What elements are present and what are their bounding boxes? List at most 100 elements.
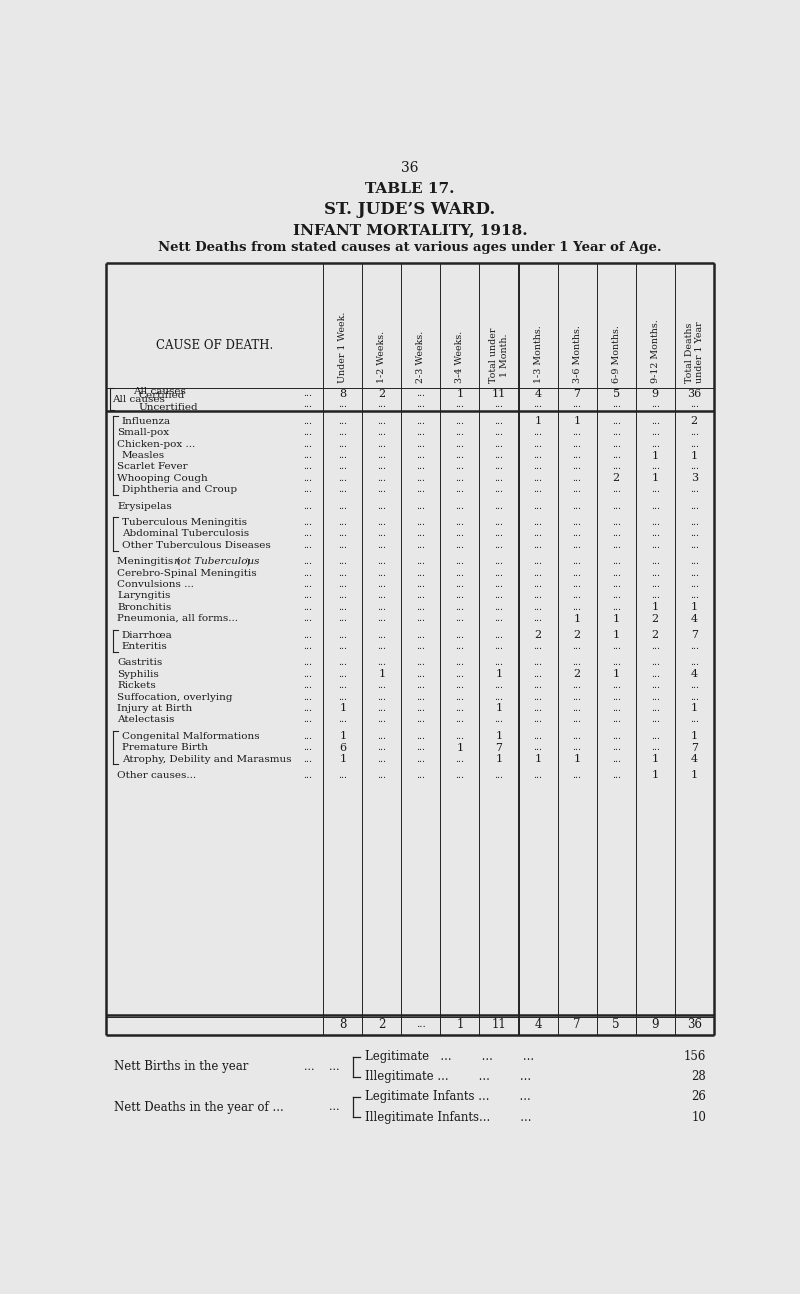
Text: ...: ... <box>573 400 582 409</box>
Text: ...: ... <box>303 659 312 668</box>
Text: Nett Deaths from stated causes at various ages under 1 Year of Age.: Nett Deaths from stated causes at variou… <box>158 241 662 254</box>
Text: 1: 1 <box>534 754 542 763</box>
Text: ...: ... <box>494 580 503 589</box>
Text: ...: ... <box>534 541 542 550</box>
Text: Illegitimate ...        ...        ...: Illegitimate ... ... ... <box>365 1070 531 1083</box>
Text: ...: ... <box>303 417 312 426</box>
Text: ...: ... <box>378 704 386 713</box>
Text: ...: ... <box>573 485 582 494</box>
Text: ...: ... <box>303 670 312 679</box>
Text: ...: ... <box>650 462 660 471</box>
Text: 1: 1 <box>690 450 698 461</box>
Text: ...: ... <box>690 529 698 538</box>
Text: ...: ... <box>416 771 426 780</box>
Text: Uncertified: Uncertified <box>138 402 198 411</box>
Text: 1: 1 <box>690 731 698 741</box>
Text: ...: ... <box>534 440 542 449</box>
Text: ...: ... <box>612 731 621 740</box>
Text: ...: ... <box>534 743 542 752</box>
Text: ...: ... <box>650 681 660 690</box>
Text: ...: ... <box>455 452 465 459</box>
Text: ...: ... <box>650 670 660 679</box>
Text: Nett Births in the year: Nett Births in the year <box>114 1061 248 1074</box>
Text: ...: ... <box>612 502 621 511</box>
Text: Suffocation, overlying: Suffocation, overlying <box>117 692 233 701</box>
Text: ...: ... <box>573 452 582 459</box>
Text: ...: ... <box>338 529 347 538</box>
Text: ...: ... <box>494 771 503 780</box>
Text: ...: ... <box>573 771 582 780</box>
Text: ...: ... <box>650 659 660 668</box>
Text: Gastritis: Gastritis <box>117 659 162 668</box>
Text: ...: ... <box>303 716 312 725</box>
Text: All causes: All causes <box>112 395 165 404</box>
Text: ...: ... <box>534 580 542 589</box>
Text: ...: ... <box>612 452 621 459</box>
Text: ...: ... <box>573 731 582 740</box>
Text: ...: ... <box>378 485 386 494</box>
Text: ...: ... <box>455 692 465 701</box>
Text: ...: ... <box>378 400 386 409</box>
Text: ...: ... <box>455 529 465 538</box>
Text: ...: ... <box>378 462 386 471</box>
Text: ...: ... <box>455 462 465 471</box>
Text: ...: ... <box>455 591 465 600</box>
Text: 6: 6 <box>339 743 346 753</box>
Text: Nett Deaths in the year of ...: Nett Deaths in the year of ... <box>114 1100 284 1114</box>
Text: ...: ... <box>416 603 426 612</box>
Text: ...: ... <box>690 681 698 690</box>
Text: ...: ... <box>303 731 312 740</box>
Text: ...: ... <box>303 502 312 511</box>
Text: 1: 1 <box>534 417 542 426</box>
Text: ...: ... <box>494 591 503 600</box>
Text: ...: ... <box>534 603 542 612</box>
Text: ...: ... <box>338 603 347 612</box>
Text: ...: ... <box>416 502 426 511</box>
Text: ...: ... <box>303 615 312 624</box>
Text: 9-12 Months.: 9-12 Months. <box>650 320 660 383</box>
Text: 2: 2 <box>690 417 698 426</box>
Text: 28: 28 <box>691 1070 706 1083</box>
Text: ...: ... <box>303 485 312 494</box>
Text: ...: ... <box>612 529 621 538</box>
Text: ...: ... <box>303 440 312 449</box>
Text: ...: ... <box>573 568 582 577</box>
Text: Illegitimate Infants...        ...: Illegitimate Infants... ... <box>365 1110 531 1123</box>
Text: Tuberculous Meningitis: Tuberculous Meningitis <box>122 518 246 527</box>
Text: ...: ... <box>416 529 426 538</box>
Text: ...: ... <box>455 716 465 725</box>
Text: ...: ... <box>573 659 582 668</box>
Text: ...: ... <box>494 440 503 449</box>
Text: ...: ... <box>338 642 347 651</box>
Text: 2-3 Weeks.: 2-3 Weeks. <box>416 331 426 383</box>
Text: ...: ... <box>534 474 542 483</box>
Text: ...: ... <box>573 580 582 589</box>
Text: ...: ... <box>416 485 426 494</box>
Text: 9: 9 <box>652 388 658 399</box>
Text: not Tuberculous: not Tuberculous <box>174 558 260 567</box>
Text: ...: ... <box>338 474 347 483</box>
Text: ...: ... <box>573 558 582 567</box>
Text: ...: ... <box>690 440 698 449</box>
Text: ...: ... <box>534 502 542 511</box>
Text: Scarlet Fever: Scarlet Fever <box>117 462 188 471</box>
Text: ...: ... <box>303 558 312 567</box>
Text: ...: ... <box>690 716 698 725</box>
Text: ...: ... <box>534 529 542 538</box>
Text: 7: 7 <box>690 743 698 753</box>
Text: 1: 1 <box>690 704 698 713</box>
Text: ...: ... <box>573 440 582 449</box>
Text: ...: ... <box>534 642 542 651</box>
Text: ...: ... <box>534 659 542 668</box>
Text: ...: ... <box>690 502 698 511</box>
Text: ...: ... <box>378 743 386 752</box>
Text: ...: ... <box>494 692 503 701</box>
Text: Laryngitis: Laryngitis <box>117 591 170 600</box>
Text: ...: ... <box>416 754 426 763</box>
Text: ...: ... <box>455 558 465 567</box>
Text: 1-2 Weeks.: 1-2 Weeks. <box>378 331 386 383</box>
Text: 1: 1 <box>456 1018 463 1031</box>
Text: ...: ... <box>416 417 426 426</box>
Text: ...: ... <box>690 541 698 550</box>
Text: Rickets: Rickets <box>117 681 156 690</box>
